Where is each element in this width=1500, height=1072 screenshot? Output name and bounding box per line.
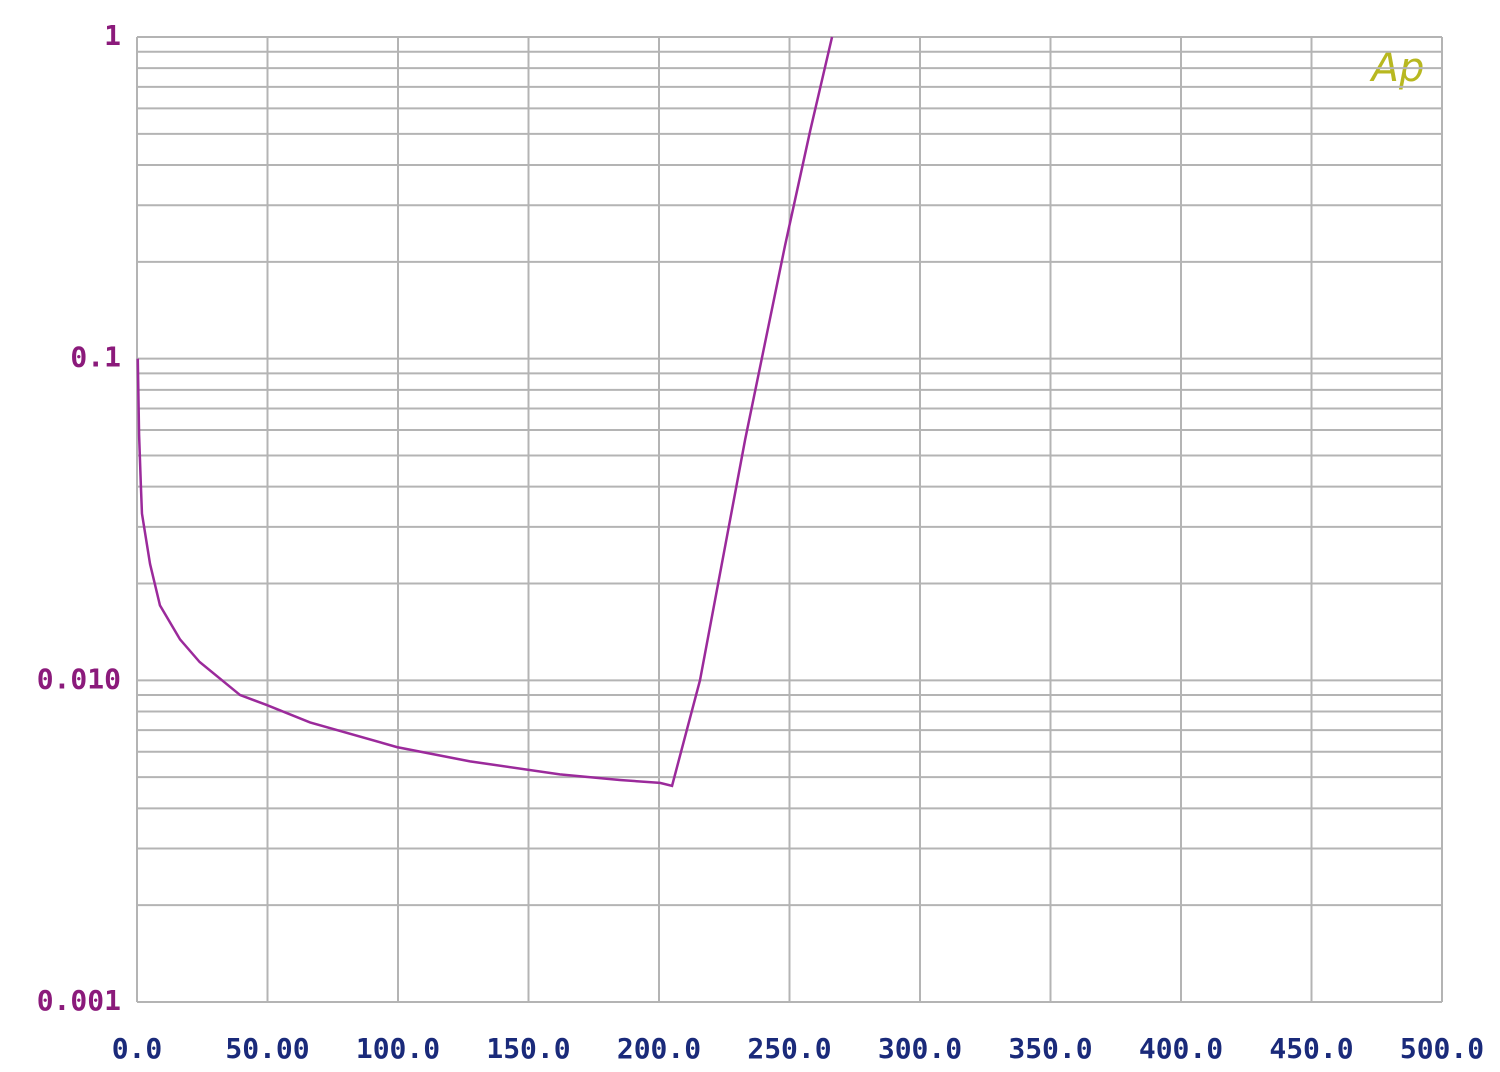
x-tick-label: 50.00 — [225, 1032, 309, 1065]
x-tick-label: 450.0 — [1269, 1032, 1353, 1065]
y-tick-label: 1 — [104, 19, 121, 52]
y-tick-label: 0.001 — [37, 984, 121, 1017]
y-tick-label: 0.010 — [37, 662, 121, 695]
x-tick-label: 400.0 — [1139, 1032, 1223, 1065]
x-tick-label: 0.0 — [112, 1032, 163, 1065]
x-tick-label: 500.0 — [1400, 1032, 1484, 1065]
x-tick-label: 250.0 — [747, 1032, 831, 1065]
data-line — [136, 36, 834, 788]
x-tick-label: 100.0 — [356, 1032, 440, 1065]
x-tick-label: 350.0 — [1008, 1032, 1092, 1065]
x-tick-label: 150.0 — [486, 1032, 570, 1065]
x-tick-label: 200.0 — [617, 1032, 701, 1065]
y-tick-label: 0.1 — [70, 341, 121, 374]
x-tick-label: 300.0 — [878, 1032, 962, 1065]
